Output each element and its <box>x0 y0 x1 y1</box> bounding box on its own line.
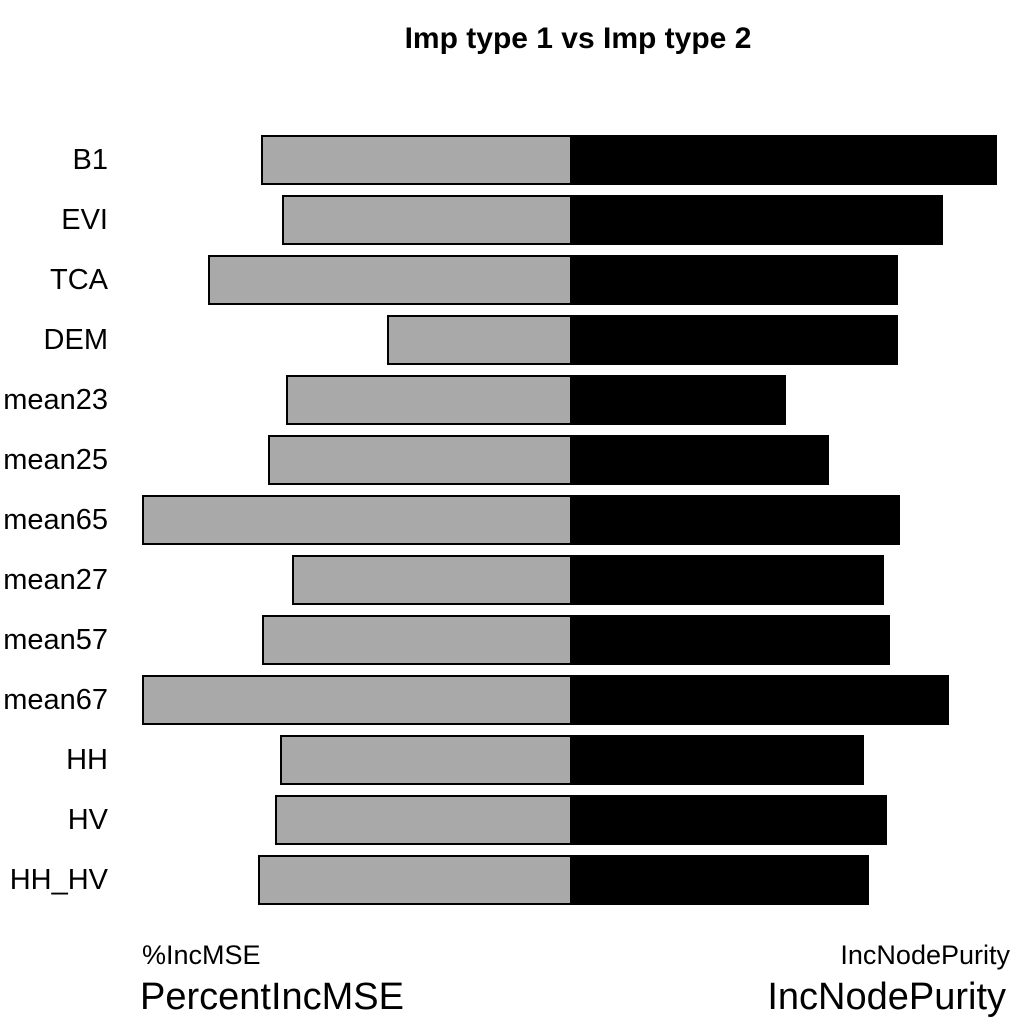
percent-inc-mse-bar <box>268 435 572 485</box>
inc-node-purity-bar <box>572 735 864 785</box>
inc-node-purity-bar <box>572 795 887 845</box>
percent-inc-mse-bar <box>282 195 572 245</box>
percent-inc-mse-bar <box>275 795 572 845</box>
category-label: HH_HV <box>9 864 108 896</box>
category-label: TCA <box>50 264 108 296</box>
chart-row: mean57 <box>0 615 1024 665</box>
percent-inc-mse-bar <box>261 135 572 185</box>
percent-inc-mse-bar <box>292 555 572 605</box>
chart-row: HV <box>0 795 1024 845</box>
inc-node-purity-bar <box>572 315 898 365</box>
chart-row: EVI <box>0 195 1024 245</box>
chart-row: mean65 <box>0 495 1024 545</box>
right-axis-caption: IncNodePurity <box>767 976 1006 1018</box>
inc-node-purity-bar <box>572 195 943 245</box>
percent-inc-mse-bar <box>387 315 572 365</box>
category-label: EVI <box>61 204 108 236</box>
left-axis-caption: PercentIncMSE <box>140 976 404 1018</box>
inc-node-purity-bar <box>572 135 997 185</box>
inc-node-purity-bar <box>572 555 884 605</box>
inc-node-purity-bar <box>572 855 869 905</box>
chart-row: HH_HV <box>0 855 1024 905</box>
category-label: mean23 <box>3 384 108 416</box>
percent-inc-mse-bar <box>142 675 572 725</box>
chart-row: mean67 <box>0 675 1024 725</box>
inc-node-purity-bar <box>572 615 890 665</box>
inc-node-purity-bar <box>572 255 898 305</box>
chart-row: B1 <box>0 135 1024 185</box>
right-axis-tick-label: IncNodePurity <box>840 940 1010 970</box>
category-label: mean67 <box>3 684 108 716</box>
category-label: HV <box>67 804 108 836</box>
percent-inc-mse-bar <box>208 255 572 305</box>
chart-row: TCA <box>0 255 1024 305</box>
left-axis-tick-label: %IncMSE <box>142 940 261 970</box>
percent-inc-mse-bar <box>286 375 572 425</box>
category-label: mean27 <box>3 564 108 596</box>
category-label: mean65 <box>3 504 108 536</box>
category-label: HH <box>66 744 108 776</box>
chart-row: HH <box>0 735 1024 785</box>
chart-row: mean25 <box>0 435 1024 485</box>
chart-row: mean23 <box>0 375 1024 425</box>
category-label: mean57 <box>3 624 108 656</box>
inc-node-purity-bar <box>572 375 786 425</box>
percent-inc-mse-bar <box>280 735 572 785</box>
chart-row: DEM <box>0 315 1024 365</box>
inc-node-purity-bar <box>572 435 829 485</box>
percent-inc-mse-bar <box>142 495 572 545</box>
percent-inc-mse-bar <box>258 855 572 905</box>
inc-node-purity-bar <box>572 495 900 545</box>
category-label: mean25 <box>3 444 108 476</box>
category-label: DEM <box>43 324 108 356</box>
category-label: B1 <box>72 144 108 176</box>
inc-node-purity-bar <box>572 675 949 725</box>
chart-title: Imp type 1 vs Imp type 2 <box>404 22 752 55</box>
chart-row: mean27 <box>0 555 1024 605</box>
percent-inc-mse-bar <box>262 615 572 665</box>
